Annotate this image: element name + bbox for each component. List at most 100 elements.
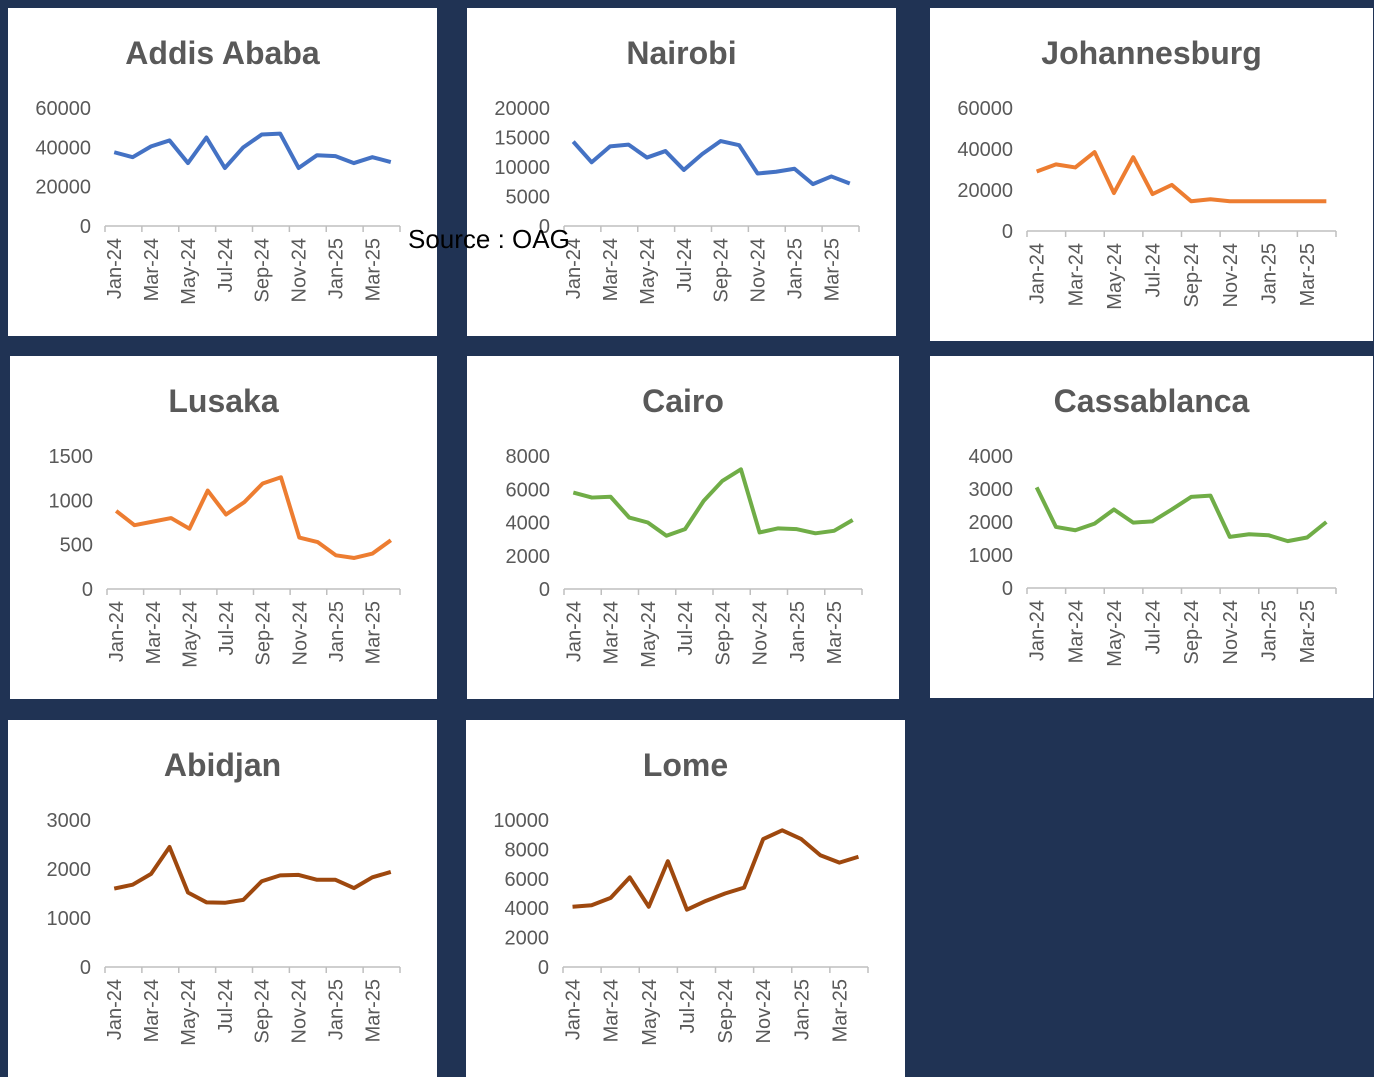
chart-title: Abidjan	[164, 747, 281, 783]
chart-panel: Addis Ababa 0 20000 40000 60000 Jan-24 Mar-24 M…	[8, 8, 437, 336]
y-tick-label: 0	[538, 957, 549, 979]
x-tick-label: Jan-25	[784, 238, 806, 299]
y-tick-label: 40000	[35, 137, 91, 159]
x-tick-label: Jan-24	[563, 979, 585, 1040]
line-series	[1034, 486, 1328, 544]
y-tick-label: 3000	[969, 479, 1014, 501]
x-tick-label: Jul-24	[677, 979, 699, 1033]
x-tick-label: Jan-25	[326, 601, 348, 662]
line-series	[1035, 150, 1327, 204]
x-tick-label: Mar-24	[601, 601, 623, 664]
chart-title: Nairobi	[626, 35, 736, 71]
y-tick-label: 1000	[969, 545, 1014, 567]
y-tick-label: 4000	[506, 513, 551, 535]
chart-title: Cairo	[642, 383, 724, 419]
line-series	[113, 131, 392, 170]
x-tick-label: Jan-25	[787, 601, 809, 662]
x-tick-label: Mar-24	[143, 601, 165, 664]
x-tick-label: Jan-24	[563, 601, 585, 662]
y-tick-label: 8000	[506, 446, 551, 468]
x-tick-label: Jul-24	[216, 601, 238, 655]
y-tick-label: 15000	[494, 128, 550, 150]
x-tick-label: May-24	[638, 601, 660, 668]
x-tick-label: Mar-24	[141, 238, 163, 301]
x-tick-label: Sep-24	[252, 238, 274, 303]
chart-panel: Nairobi 0 5000 10000 15000 20000 Jan-24 Mar-24 M…	[467, 8, 896, 336]
y-tick-label: 0	[1002, 221, 1013, 243]
x-tick-label: May-24	[637, 238, 659, 305]
x-tick-label: Jul-24	[215, 979, 237, 1033]
x-tick-label: Mar-24	[600, 238, 622, 301]
y-tick-label: 2000	[969, 512, 1014, 534]
chart-panel: Cassablanca 0 1000 2000 3000 4000 Jan-24 Mar-24…	[930, 356, 1373, 698]
chart-panel: Johannesburg 0 20000 40000 60000 Jan-24 Mar-24…	[930, 8, 1373, 341]
y-tick-label: 5000	[506, 187, 551, 209]
x-tick-label: Jan-24	[563, 238, 585, 299]
x-tick-label: Jan-24	[106, 601, 128, 662]
x-tick-label: Mar-24	[141, 979, 163, 1042]
x-tick-label: Mar-25	[363, 601, 385, 664]
x-tick-label: Sep-24	[252, 979, 274, 1044]
y-tick-label: 10000	[493, 810, 549, 832]
x-tick-label: Mar-25	[821, 238, 843, 301]
chart-panel: Abidjan 0 1000 2000 3000 Jan-24 Mar-24 May-24 Ju…	[8, 720, 437, 1077]
chart-title: Johannesburg	[1041, 35, 1261, 71]
y-tick-label: 0	[539, 216, 550, 238]
chart-panel: Lome 0 2000 4000 6000 8000 10000 Jan-24 Mar-24 Ma…	[466, 720, 905, 1077]
x-tick-label: May-24	[1104, 600, 1126, 667]
x-tick-label: May-24	[1104, 243, 1126, 310]
x-tick-label: Jan-25	[1258, 600, 1280, 661]
line-series	[571, 139, 851, 187]
x-tick-label: Mar-25	[362, 979, 384, 1042]
y-tick-label: 10000	[494, 157, 550, 179]
y-tick-label: 6000	[506, 479, 551, 501]
x-tick-label: Jul-24	[1143, 600, 1165, 654]
x-tick-label: Nov-24	[289, 601, 311, 665]
y-tick-label: 2000	[505, 928, 550, 950]
x-tick-label: May-24	[178, 238, 200, 305]
x-tick-label: Mar-25	[1297, 243, 1319, 306]
y-tick-label: 6000	[505, 869, 550, 891]
chart-title: Cassablanca	[1054, 383, 1250, 419]
x-tick-label: Jan-24	[1027, 600, 1049, 661]
y-tick-label: 60000	[35, 98, 91, 120]
x-tick-label: Mar-25	[824, 601, 846, 664]
x-tick-label: Nov-24	[750, 601, 772, 665]
x-tick-label: Sep-24	[1181, 243, 1203, 308]
x-tick-label: Jan-24	[104, 238, 126, 299]
x-tick-label: Jan-24	[104, 979, 126, 1040]
x-tick-label: Jan-25	[791, 979, 813, 1040]
x-tick-label: Nov-24	[289, 979, 311, 1043]
x-tick-label: Nov-24	[748, 238, 770, 302]
x-tick-label: Jan-24	[1027, 243, 1049, 304]
y-tick-label: 0	[82, 579, 93, 601]
chart-title: Lome	[643, 747, 728, 783]
x-tick-label: Jul-24	[674, 238, 696, 292]
x-tick-label: Sep-24	[1181, 600, 1203, 665]
x-tick-label: Mar-24	[1065, 243, 1087, 306]
y-tick-label: 0	[1002, 578, 1013, 600]
x-tick-label: May-24	[178, 979, 200, 1046]
x-tick-label: Jan-25	[325, 979, 347, 1040]
y-tick-label: 20000	[957, 180, 1013, 202]
x-tick-label: Mar-24	[601, 979, 623, 1042]
y-tick-label: 1000	[47, 908, 92, 930]
y-tick-label: 500	[60, 535, 93, 557]
x-tick-label: Jan-25	[1258, 243, 1280, 304]
y-tick-label: 0	[539, 579, 550, 601]
y-tick-label: 4000	[969, 446, 1014, 468]
x-tick-label: Nov-24	[289, 238, 311, 302]
line-series	[572, 467, 854, 538]
x-tick-label: Nov-24	[1220, 243, 1242, 307]
line-series	[572, 828, 860, 912]
y-tick-label: 0	[80, 216, 91, 238]
y-tick-label: 4000	[505, 898, 550, 920]
x-tick-label: Jul-24	[675, 601, 697, 655]
y-tick-label: 8000	[505, 839, 550, 861]
x-tick-label: Mar-24	[1065, 600, 1087, 663]
x-tick-label: Sep-24	[715, 979, 737, 1044]
x-tick-label: May-24	[639, 979, 661, 1046]
x-tick-label: Mar-25	[1297, 600, 1319, 663]
y-tick-label: 60000	[957, 98, 1013, 120]
